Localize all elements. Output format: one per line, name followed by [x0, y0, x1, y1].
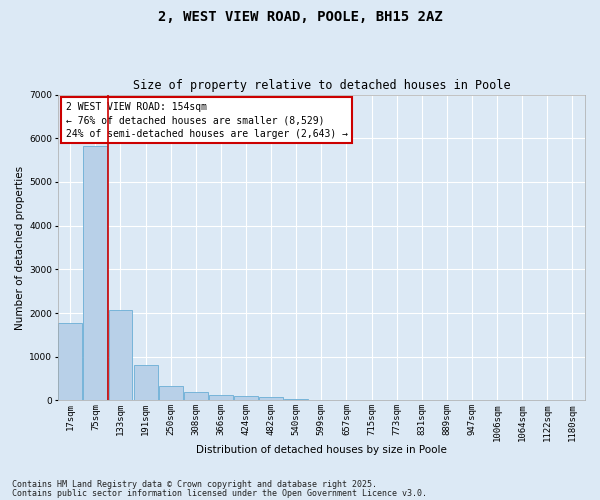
- Text: Contains public sector information licensed under the Open Government Licence v3: Contains public sector information licen…: [12, 488, 427, 498]
- Bar: [184, 392, 208, 400]
- Text: 2, WEST VIEW ROAD, POOLE, BH15 2AZ: 2, WEST VIEW ROAD, POOLE, BH15 2AZ: [158, 10, 442, 24]
- Bar: [209, 395, 233, 400]
- Text: 2 WEST VIEW ROAD: 154sqm
← 76% of detached houses are smaller (8,529)
24% of sem: 2 WEST VIEW ROAD: 154sqm ← 76% of detach…: [65, 102, 347, 139]
- Bar: [134, 364, 158, 400]
- Title: Size of property relative to detached houses in Poole: Size of property relative to detached ho…: [133, 79, 510, 92]
- Bar: [109, 310, 133, 400]
- X-axis label: Distribution of detached houses by size in Poole: Distribution of detached houses by size …: [196, 445, 447, 455]
- Bar: [83, 146, 107, 401]
- Bar: [159, 386, 182, 400]
- Y-axis label: Number of detached properties: Number of detached properties: [15, 166, 25, 330]
- Text: Contains HM Land Registry data © Crown copyright and database right 2025.: Contains HM Land Registry data © Crown c…: [12, 480, 377, 489]
- Bar: [234, 396, 258, 400]
- Bar: [259, 398, 283, 400]
- Bar: [284, 398, 308, 400]
- Bar: [58, 322, 82, 400]
